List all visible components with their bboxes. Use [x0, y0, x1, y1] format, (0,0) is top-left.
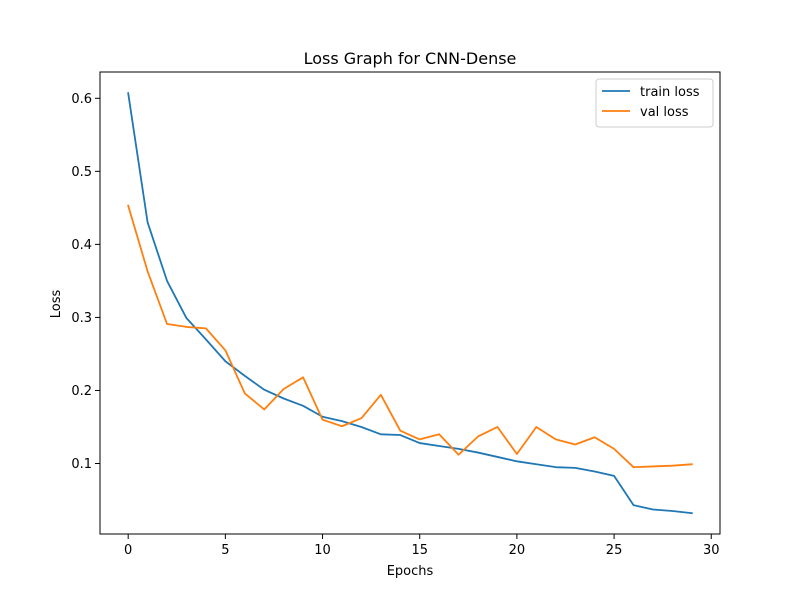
x-tick-label: 0 — [124, 543, 132, 558]
x-tick-label: 25 — [606, 543, 623, 558]
x-axis-label: Epochs — [387, 564, 434, 579]
y-tick-label: 0.6 — [71, 92, 92, 107]
legend: train loss val loss — [595, 78, 714, 128]
x-tick-label: 10 — [314, 543, 331, 558]
y-tick-label: 0.4 — [71, 238, 92, 253]
y-tick-label: 0.1 — [71, 457, 92, 472]
y-tick-label: 0.2 — [71, 384, 92, 399]
series-line-val-loss — [127, 204, 693, 469]
axes-frame — [99, 71, 721, 535]
y-tick-label: 0.3 — [71, 311, 92, 326]
x-tick-label: 30 — [703, 543, 720, 558]
chart-title: Loss Graph for CNN-Dense — [304, 49, 517, 68]
series-line-train-loss — [127, 92, 693, 515]
x-tick-label: 5 — [221, 543, 229, 558]
x-tick-label: 20 — [509, 543, 526, 558]
plot-area — [127, 92, 693, 515]
y-axis-label: Loss — [49, 290, 64, 319]
y-tick-label: 0.5 — [71, 165, 92, 180]
legend-label: train loss — [640, 85, 700, 100]
axes: 0 5 10 15 20 25 30 0.1 0.2 0.3 0.4 0.5 0.6 — [71, 71, 721, 558]
legend-label: val loss — [640, 105, 689, 120]
x-tick-label: 15 — [411, 543, 428, 558]
